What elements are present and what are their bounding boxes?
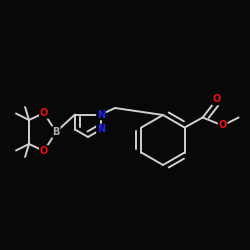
Text: O: O (40, 108, 48, 118)
Text: O: O (212, 94, 221, 104)
Text: B: B (52, 127, 60, 137)
Text: N: N (97, 124, 105, 134)
Text: O: O (218, 120, 227, 130)
Text: N: N (97, 110, 105, 120)
Text: O: O (40, 146, 48, 156)
